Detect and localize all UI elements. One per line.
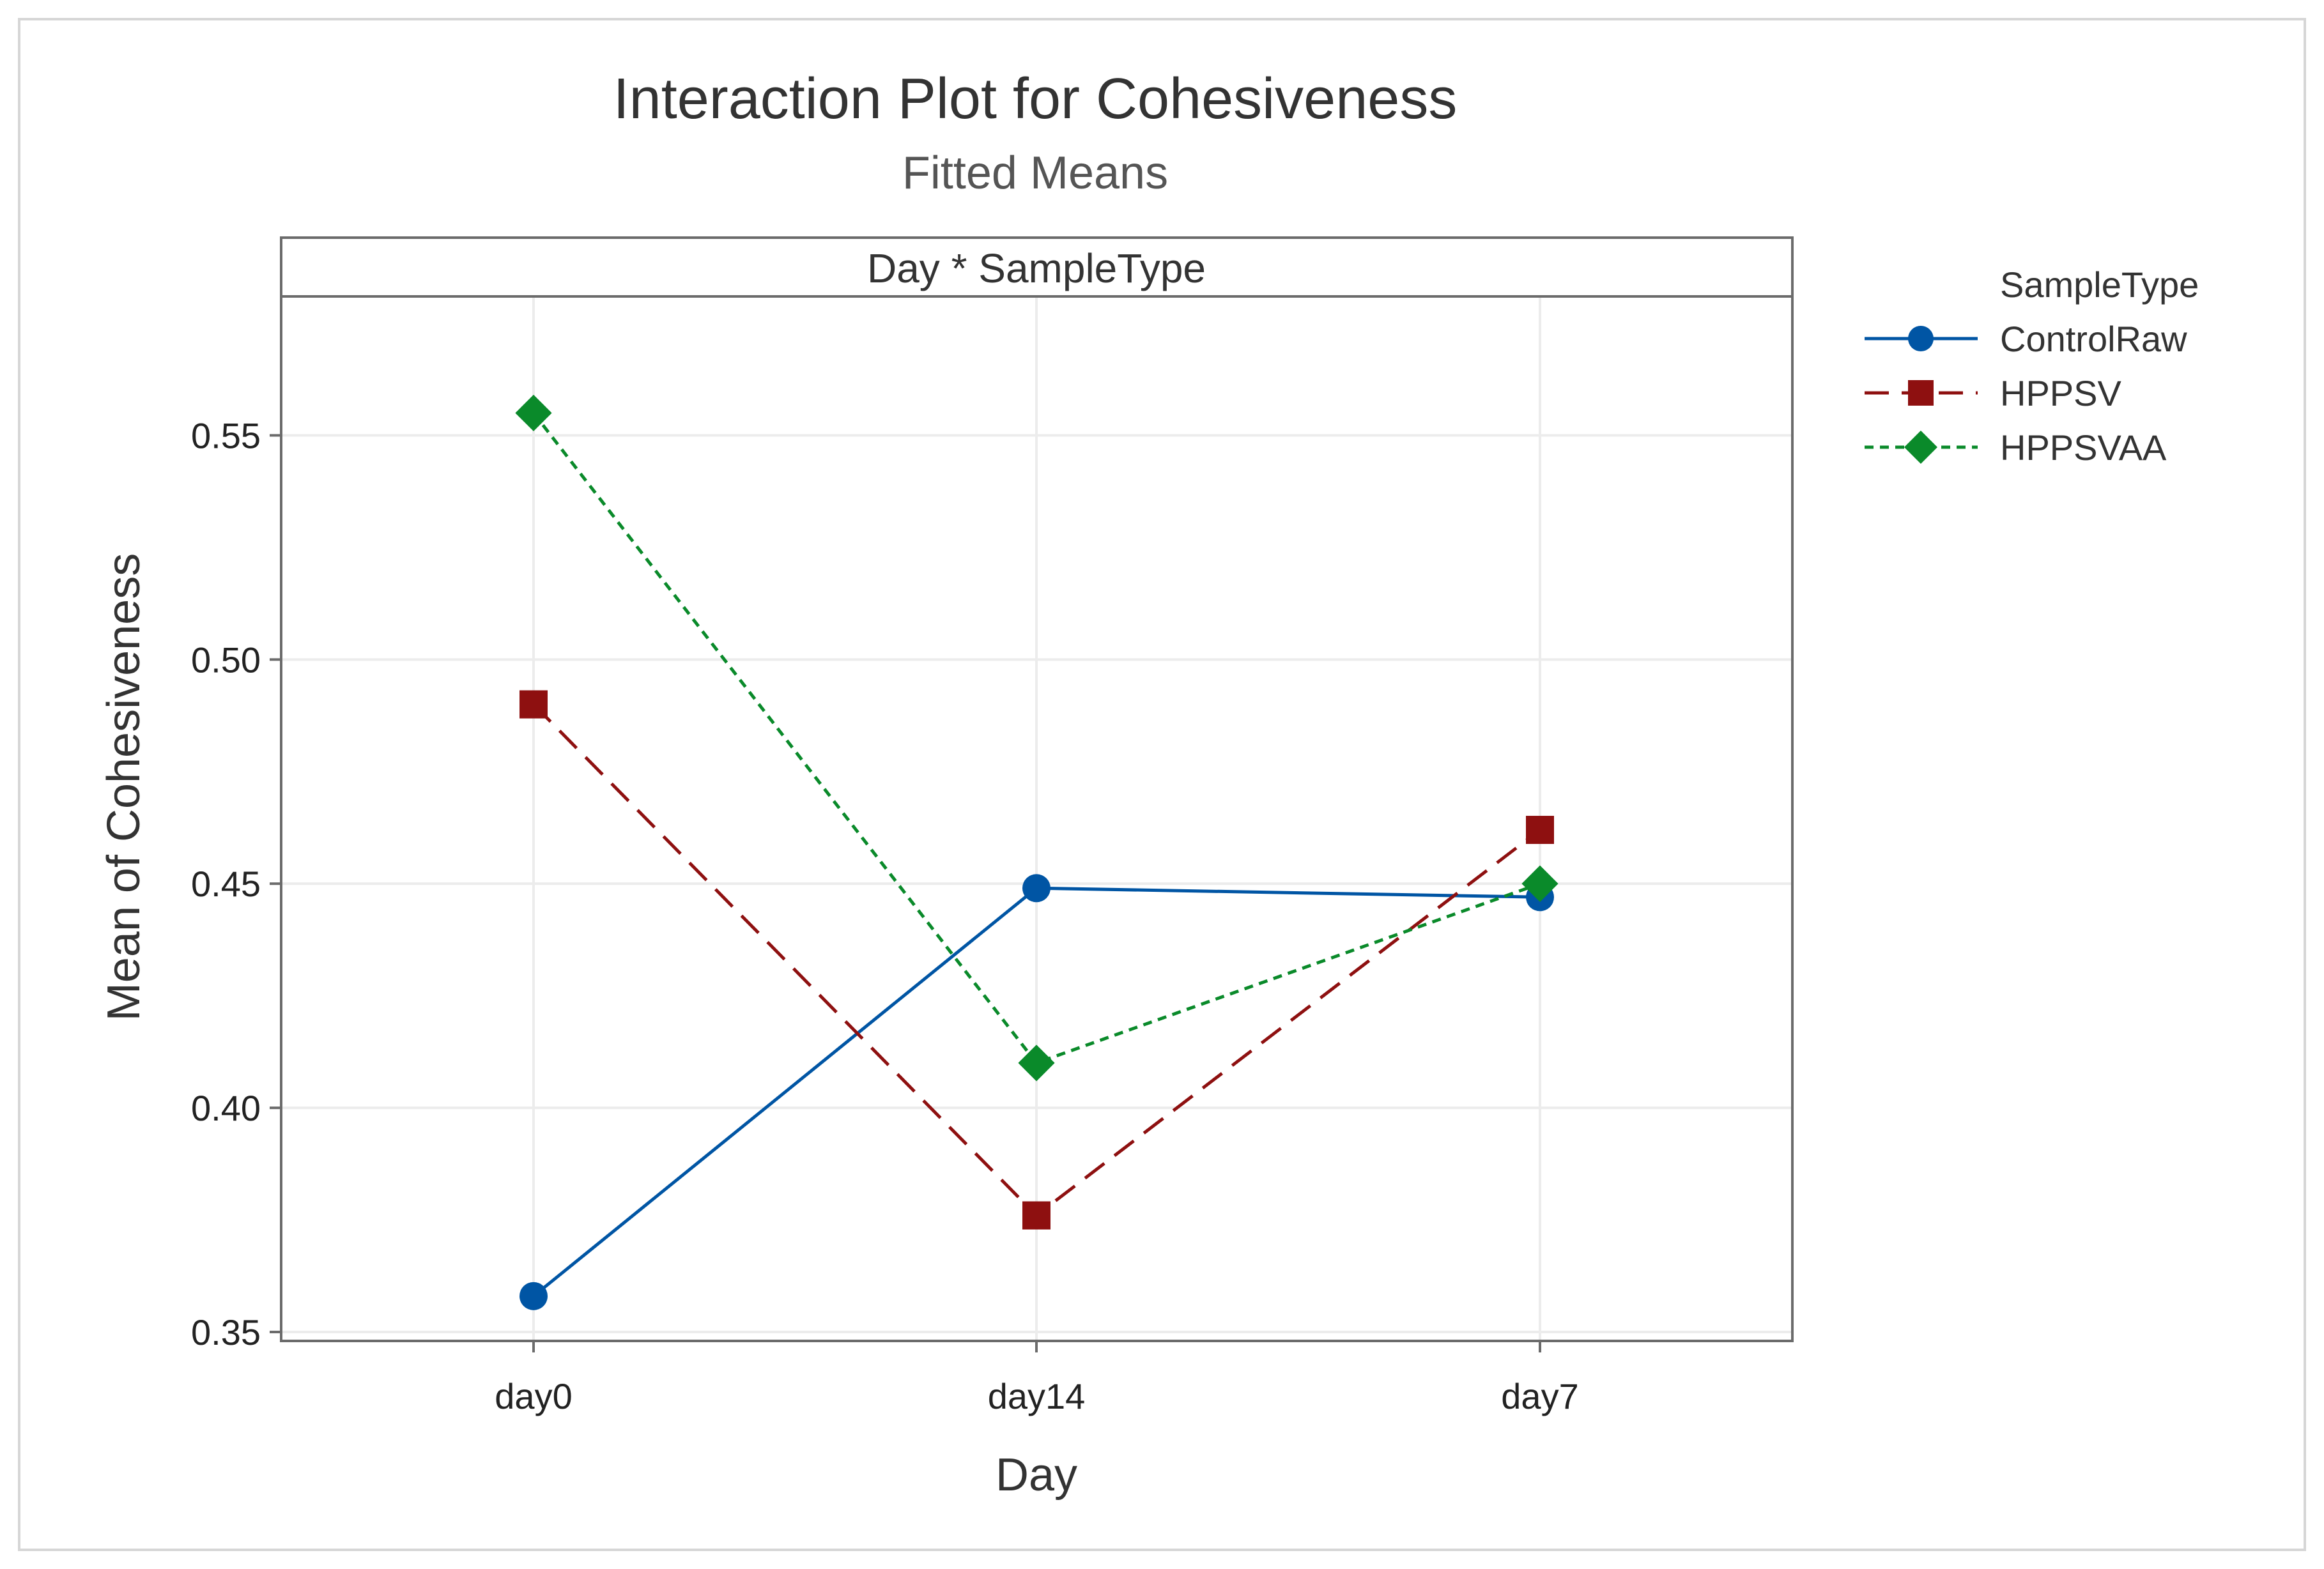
x-tick-label: day14 bbox=[988, 1376, 1086, 1416]
x-axis: day0 day14 day7 bbox=[495, 1341, 1579, 1416]
data-point-controlraw bbox=[519, 1282, 548, 1310]
y-axis-label: Mean of Cohesiveness bbox=[98, 553, 150, 1021]
figure-border bbox=[18, 18, 2306, 1551]
legend-marker-hppsvaa bbox=[1904, 431, 1937, 464]
data-point-hppsv bbox=[1526, 816, 1554, 845]
x-tick-label: day7 bbox=[1501, 1376, 1578, 1416]
legend-title: SampleType bbox=[2000, 264, 2199, 305]
x-axis-label: Day bbox=[996, 1450, 1077, 1501]
y-tick-label: 0.40 bbox=[191, 1088, 261, 1128]
y-tick-label: 0.45 bbox=[191, 864, 261, 904]
y-tick-label: 0.55 bbox=[191, 416, 261, 456]
legend-marker-hppsv bbox=[1908, 380, 1934, 406]
legend-marker-controlraw bbox=[1908, 326, 1934, 351]
y-tick-label: 0.35 bbox=[191, 1312, 261, 1352]
chart-title: Interaction Plot for Cohesiveness bbox=[613, 67, 1458, 131]
data-point-hppsv bbox=[1022, 1201, 1050, 1230]
y-tick-label: 0.50 bbox=[191, 639, 261, 680]
data-point-hppsv bbox=[519, 690, 548, 719]
data-point-controlraw bbox=[1022, 874, 1050, 903]
chart-subtitle: Fitted Means bbox=[902, 148, 1168, 199]
x-tick-label: day0 bbox=[495, 1376, 572, 1416]
series-layer bbox=[515, 394, 1558, 1310]
data-point-hppsvaa bbox=[515, 394, 552, 432]
panel-header bbox=[280, 236, 1794, 298]
legend-label-hppsvaa: HPPSVAA bbox=[2000, 427, 2167, 468]
y-axis: 0.35 0.40 0.45 0.50 0.55 bbox=[191, 416, 281, 1352]
legend-label-hppsv: HPPSV bbox=[2000, 373, 2121, 413]
panel-label: Day * SampleType bbox=[867, 245, 1206, 291]
grid-layer bbox=[281, 296, 1792, 1341]
legend: SampleType ControlRaw HPPSV HPPSVAA bbox=[1865, 264, 2199, 468]
legend-label-controlraw: ControlRaw bbox=[2000, 319, 2187, 359]
data-point-hppsvaa bbox=[1018, 1045, 1055, 1082]
data-point-hppsvaa bbox=[1521, 865, 1558, 902]
